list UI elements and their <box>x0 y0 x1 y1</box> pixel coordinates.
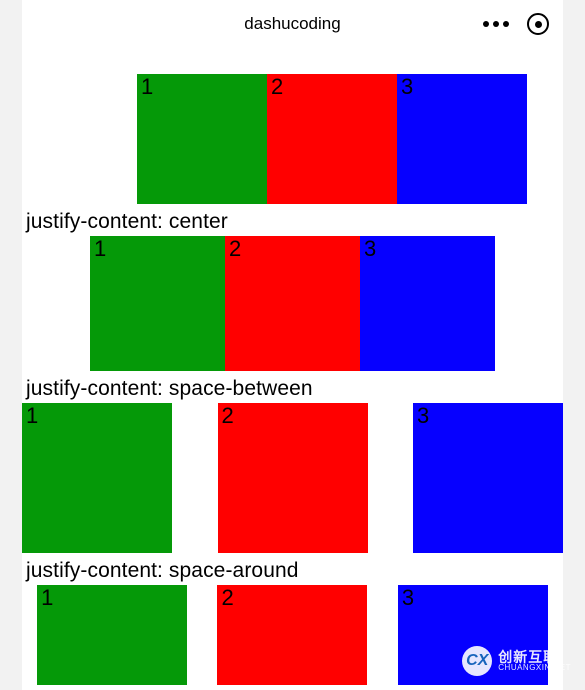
section-label-between: justify-content: space-between <box>22 373 563 403</box>
flex-box: 2 <box>267 74 397 204</box>
content-area: j 1 2 3 justify-content: center 1 2 3 ju… <box>22 48 563 685</box>
flex-box: 2 <box>217 585 367 685</box>
target-circle-icon[interactable] <box>527 13 549 35</box>
status-bar: dashucoding <box>22 0 563 48</box>
flex-box: 2 <box>218 403 368 553</box>
watermark-logo-icon: CX <box>462 646 492 676</box>
menu-dots-icon[interactable] <box>483 21 509 27</box>
flex-demo-space-between: 1 2 3 <box>22 403 563 553</box>
flex-box: 3 <box>397 74 527 204</box>
section-label-around: justify-content: space-around <box>22 555 563 585</box>
section-label-center: justify-content: center <box>22 206 563 236</box>
outer-frame: dashucoding j 1 2 3 justify-content <box>0 0 585 690</box>
status-icons <box>483 13 549 35</box>
watermark-en: CHUANGXIN NET <box>498 664 571 672</box>
flex-box: 3 <box>360 236 495 371</box>
flex-box: 2 <box>225 236 360 371</box>
section-label-partial: j <box>22 42 563 68</box>
watermark-text: 创新互联 CHUANGXIN NET <box>498 650 571 672</box>
flex-box: 1 <box>90 236 225 371</box>
flex-box: 3 <box>413 403 563 553</box>
watermark: CX 创新互联 CHUANGXIN NET <box>462 646 571 676</box>
flex-demo-center: 1 2 3 <box>22 236 563 371</box>
flex-box: 1 <box>37 585 187 685</box>
flex-demo-first: 1 2 3 <box>22 74 563 204</box>
flex-box: 1 <box>22 403 172 553</box>
watermark-cn: 创新互联 <box>498 650 571 664</box>
phone-screen: dashucoding j 1 2 3 justify-content <box>22 0 563 690</box>
page-title: dashucoding <box>244 14 340 34</box>
flex-box: 1 <box>137 74 267 204</box>
